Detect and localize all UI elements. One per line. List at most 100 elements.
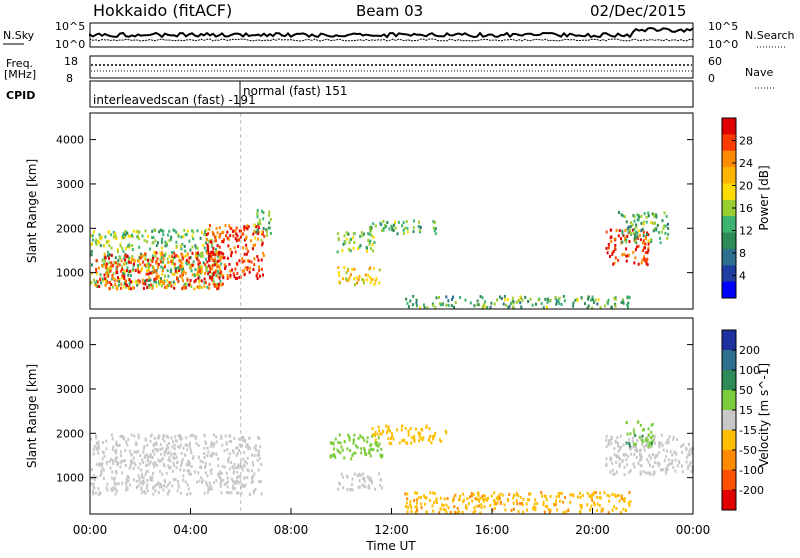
data-cell bbox=[219, 482, 222, 485]
data-cell bbox=[618, 463, 621, 467]
data-cell bbox=[603, 491, 606, 495]
data-cell bbox=[385, 224, 388, 228]
data-cell bbox=[97, 493, 100, 497]
ytick-label: 1000 bbox=[56, 472, 84, 485]
data-cell bbox=[117, 258, 120, 262]
data-cell bbox=[165, 286, 168, 290]
data-cell bbox=[591, 493, 594, 497]
data-cell bbox=[417, 496, 420, 500]
data-cell bbox=[665, 441, 668, 445]
data-cell bbox=[138, 477, 141, 480]
scatter-region-3 bbox=[253, 208, 272, 242]
data-cell bbox=[154, 447, 157, 451]
data-cell bbox=[189, 441, 191, 445]
data-cell bbox=[214, 235, 216, 239]
data-cell bbox=[260, 230, 263, 234]
data-cell bbox=[547, 507, 550, 511]
data-cell bbox=[191, 234, 194, 238]
data-cell bbox=[419, 432, 422, 436]
data-cell bbox=[120, 459, 123, 463]
data-cell bbox=[637, 215, 640, 219]
data-cell bbox=[425, 496, 428, 500]
data-cell bbox=[441, 303, 444, 307]
data-cell bbox=[106, 274, 109, 278]
data-cell bbox=[332, 442, 335, 446]
data-cell bbox=[114, 487, 117, 491]
data-cell bbox=[156, 463, 158, 467]
data-cell bbox=[370, 443, 373, 447]
data-cell bbox=[208, 227, 211, 231]
data-cell bbox=[137, 270, 140, 274]
data-cell bbox=[154, 280, 157, 284]
data-cell bbox=[185, 233, 188, 236]
data-cell bbox=[236, 276, 238, 280]
data-cell bbox=[606, 493, 609, 497]
data-cell bbox=[337, 441, 340, 444]
data-cell bbox=[178, 258, 181, 262]
data-cell bbox=[358, 274, 361, 278]
data-cell bbox=[208, 286, 211, 290]
noise-sky-label: N.Sky bbox=[3, 29, 35, 42]
data-cell bbox=[114, 283, 117, 286]
data-cell bbox=[587, 304, 590, 308]
data-cell bbox=[192, 260, 195, 264]
data-cell bbox=[168, 281, 171, 285]
data-cell bbox=[363, 476, 366, 480]
data-cell bbox=[253, 446, 256, 450]
data-cell bbox=[562, 510, 565, 514]
data-cell bbox=[104, 263, 107, 267]
colorbar-swatch bbox=[722, 248, 736, 266]
data-cell bbox=[210, 454, 213, 458]
data-cell bbox=[351, 267, 354, 271]
data-cell bbox=[656, 453, 659, 457]
data-cell bbox=[644, 242, 647, 246]
data-cell bbox=[650, 221, 653, 224]
data-cell bbox=[139, 256, 142, 260]
data-cell bbox=[610, 240, 613, 243]
data-cell bbox=[493, 502, 496, 506]
data-cell bbox=[248, 259, 251, 263]
data-cell bbox=[614, 304, 617, 308]
data-cell bbox=[137, 436, 140, 440]
data-cell bbox=[580, 504, 583, 508]
data-cell bbox=[600, 508, 603, 512]
data-cell bbox=[206, 243, 209, 247]
data-cell bbox=[337, 271, 340, 275]
data-cell bbox=[490, 494, 493, 498]
data-cell bbox=[668, 458, 671, 462]
data-cell bbox=[225, 442, 228, 446]
data-cell bbox=[188, 262, 191, 266]
data-cell bbox=[474, 497, 477, 501]
data-cell bbox=[182, 446, 185, 450]
data-cell bbox=[176, 270, 179, 274]
data-cell bbox=[411, 303, 414, 307]
data-cell bbox=[343, 440, 346, 444]
data-cell bbox=[639, 455, 642, 458]
data-cell bbox=[678, 461, 681, 465]
data-cell bbox=[642, 234, 645, 238]
data-cell bbox=[90, 234, 93, 238]
data-cell bbox=[160, 277, 162, 281]
data-cell bbox=[363, 479, 366, 483]
data-cell bbox=[612, 262, 615, 266]
data-cell bbox=[248, 270, 251, 274]
data-cell bbox=[99, 277, 102, 281]
data-cell bbox=[141, 254, 144, 258]
data-cell bbox=[208, 462, 211, 466]
colorbar-swatch bbox=[722, 450, 736, 471]
data-cell bbox=[173, 286, 176, 290]
data-cell bbox=[172, 280, 175, 284]
data-cell bbox=[591, 498, 594, 502]
data-cell bbox=[155, 277, 158, 280]
data-cell bbox=[401, 424, 404, 428]
data-cell bbox=[149, 263, 152, 267]
data-cell bbox=[141, 260, 144, 264]
data-cell bbox=[620, 510, 622, 514]
data-cell bbox=[206, 266, 209, 270]
data-cell bbox=[606, 301, 609, 305]
xtick-label: 20:00 bbox=[575, 523, 610, 537]
data-cell bbox=[173, 256, 176, 259]
data-cell bbox=[91, 468, 93, 472]
data-cell bbox=[352, 438, 355, 442]
data-cell bbox=[189, 434, 192, 438]
